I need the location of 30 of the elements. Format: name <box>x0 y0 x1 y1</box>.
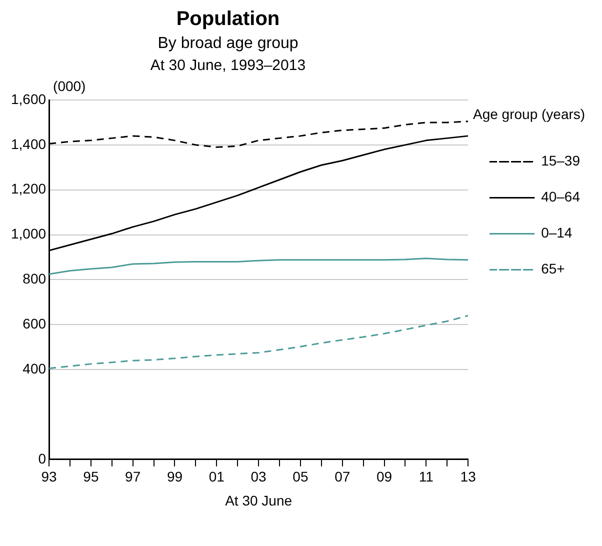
y-tick-label: 1,600 <box>10 90 46 107</box>
x-axis-title: At 30 June <box>225 492 292 508</box>
line-series <box>49 314 468 370</box>
text: At 30 June, 1993–2013 <box>149 57 307 74</box>
y-tick-label: 0 <box>38 450 46 466</box>
x-tick-label: 07 <box>334 468 350 485</box>
legend-label: 0–14 <box>541 224 572 241</box>
x-tick-label: 93 <box>41 468 58 485</box>
y-tick-label: 1,400 <box>10 136 46 152</box>
legend-label: 65+ <box>541 260 565 277</box>
chart-subtitle: By broad age group <box>156 35 300 53</box>
y-axis-title: (000) <box>53 78 86 94</box>
y-tick-label: 600 <box>22 315 46 332</box>
legend-label: 15–39 <box>541 152 580 169</box>
x-tick-label: 05 <box>292 468 308 485</box>
y-tick-label: 400 <box>22 360 46 376</box>
y-tick-label: 800 <box>22 270 46 287</box>
y-tick-label: 1,000 <box>10 226 46 242</box>
x-tick-label: 13 <box>460 468 476 485</box>
y-tick-label: 1,200 <box>10 180 46 197</box>
legend-label: 40–64 <box>541 188 580 205</box>
x-tick-label: 99 <box>166 468 183 485</box>
x-tick-label: 09 <box>376 468 392 485</box>
legend-title: Age group (years) <box>473 106 586 122</box>
x-tick-label: 11 <box>418 468 434 485</box>
x-tick-label: 01 <box>208 468 225 485</box>
x-tick-label: 03 <box>250 468 267 485</box>
x-tick-label: 97 <box>125 468 141 485</box>
x-tick-label: 95 <box>83 468 99 485</box>
chart-title: Population <box>175 8 281 31</box>
